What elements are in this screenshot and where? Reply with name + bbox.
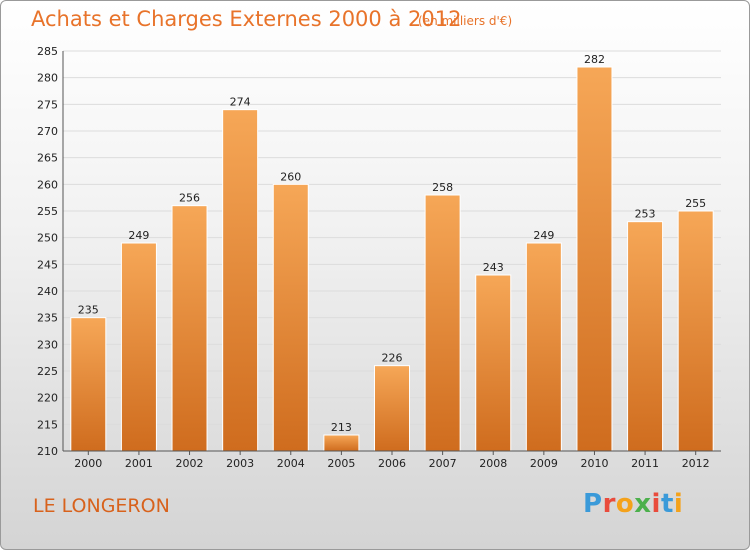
chart-unit: (en milliers d'€) [418, 14, 513, 28]
y-tick-label: 270 [37, 125, 58, 138]
x-tick-label: 2011 [631, 457, 659, 470]
bar-2012 [677, 210, 714, 452]
y-tick-label: 260 [37, 178, 58, 191]
bar-2007 [424, 194, 461, 452]
y-tick-label: 220 [37, 392, 58, 405]
bar-2008 [475, 274, 512, 452]
bar-value-label: 253 [635, 208, 656, 221]
bar-2006 [374, 365, 410, 452]
bar-value-label: 282 [584, 53, 605, 66]
brand-letter: x [634, 489, 652, 519]
x-tick-label: 2003 [226, 457, 254, 470]
bar-value-label: 256 [179, 192, 200, 205]
bar-value-label: 274 [230, 96, 251, 109]
bar-value-label: 258 [432, 181, 453, 194]
bar-2010 [576, 66, 613, 452]
y-tick-label: 255 [37, 205, 58, 218]
bar-2003 [222, 109, 259, 452]
bar-value-label: 243 [483, 261, 504, 274]
bar-value-label: 249 [128, 229, 149, 242]
x-tick-label: 2006 [378, 457, 406, 470]
brand-letter: o [615, 489, 635, 519]
x-tick-label: 2012 [682, 457, 710, 470]
y-tick-label: 285 [37, 45, 58, 58]
y-tick-label: 245 [37, 258, 58, 271]
bar-2005 [323, 434, 360, 452]
y-tick-label: 210 [37, 445, 58, 458]
y-tick-label: 250 [37, 232, 58, 245]
brand-letter: P [583, 489, 603, 519]
bar-value-label: 255 [685, 197, 706, 210]
bar-value-label: 213 [331, 421, 352, 434]
bar-value-label: 226 [382, 352, 403, 365]
bar-value-label: 249 [533, 229, 554, 242]
y-tick-label: 275 [37, 98, 58, 111]
bar-2000 [70, 317, 107, 452]
brand-letter: r [602, 489, 616, 519]
brand-logo: Proxiti [583, 489, 683, 519]
x-tick-label: 2000 [74, 457, 102, 470]
chart-title: Achats et Charges Externes 2000 à 2012 [31, 7, 462, 31]
bar-2002 [171, 205, 208, 452]
brand-letter: i [673, 489, 684, 519]
x-tick-label: 2005 [327, 457, 355, 470]
y-tick-label: 240 [37, 285, 58, 298]
x-tick-label: 2008 [479, 457, 507, 470]
x-tick-label: 2001 [125, 457, 153, 470]
x-tick-label: 2007 [429, 457, 457, 470]
x-tick-label: 2010 [580, 457, 608, 470]
bar-2009 [525, 242, 562, 452]
y-tick-label: 215 [37, 418, 58, 431]
y-tick-label: 230 [37, 338, 58, 351]
bar-2011 [627, 221, 664, 452]
y-tick-label: 265 [37, 152, 58, 165]
y-tick-label: 225 [37, 365, 58, 378]
x-tick-label: 2009 [530, 457, 558, 470]
y-tick-label: 235 [37, 312, 58, 325]
y-tick-label: 280 [37, 72, 58, 85]
x-tick-label: 2004 [277, 457, 305, 470]
place-name: LE LONGERON [33, 495, 170, 517]
brand-letter: t [660, 489, 674, 519]
x-tick-label: 2002 [176, 457, 204, 470]
bar-value-label: 235 [78, 304, 99, 317]
brand-letter: i [651, 489, 661, 519]
bar-value-label: 260 [280, 170, 301, 183]
bar-2004 [272, 183, 309, 452]
bar-2001 [120, 242, 157, 452]
